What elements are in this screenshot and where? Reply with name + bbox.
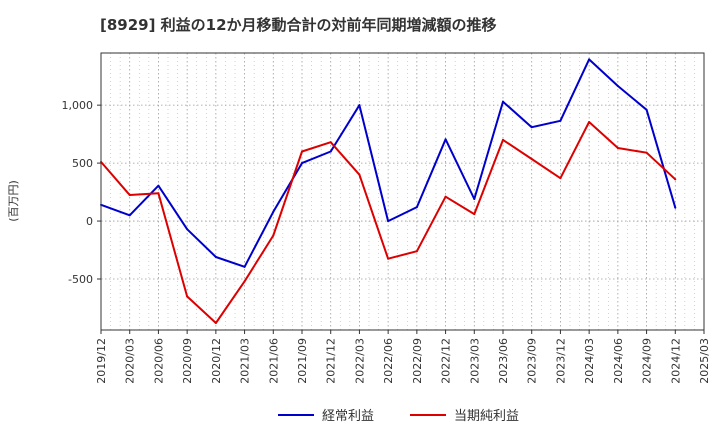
y-axis-label: (百万円) (7, 180, 20, 222)
x-tick-label: 2024/12 (669, 338, 682, 384)
data-point (301, 162, 303, 165)
x-tick-label: 2020/09 (181, 338, 194, 384)
data-point (645, 151, 648, 154)
x-tick-label: 2020/06 (152, 338, 165, 384)
data-point (243, 280, 246, 283)
y-tick-label: -500 (68, 273, 93, 286)
data-point (272, 234, 275, 237)
data-point (157, 192, 160, 195)
x-tick-label: 2023/12 (554, 338, 567, 384)
data-point (387, 257, 390, 260)
data-point (502, 100, 504, 103)
legend: 経常利益 当期純利益 (278, 409, 519, 424)
y-tick-label: 500 (72, 157, 93, 170)
data-point (272, 210, 275, 213)
y-tick-label: 0 (86, 215, 93, 228)
series-layer (100, 58, 677, 325)
data-point (358, 173, 361, 176)
data-point (559, 177, 562, 180)
data-point (616, 85, 619, 88)
x-tick-label: 2021/06 (267, 338, 280, 384)
x-tick-label: 2023/09 (526, 338, 539, 384)
legend-label: 経常利益 (322, 409, 374, 424)
data-point (502, 138, 504, 141)
legend-label: 当期純利益 (454, 409, 519, 424)
x-tick-label: 2021/09 (296, 338, 309, 384)
data-point (473, 213, 476, 216)
data-point (301, 150, 303, 153)
data-point (358, 104, 361, 107)
x-tick-label: 2024/06 (612, 338, 625, 384)
data-point (616, 147, 619, 150)
data-point (674, 206, 677, 209)
data-point (415, 250, 418, 253)
y-tick-labels: -500 0 500 1,000 (62, 99, 101, 286)
data-point (415, 206, 418, 209)
data-point (329, 150, 332, 153)
x-tick-label: 2020/03 (124, 338, 137, 384)
x-tick-label: 2025/03 (698, 338, 711, 384)
x-tick-labels: 2019/12 2020/03 2020/06 2020/09 2020/12 2021/… (95, 330, 711, 384)
data-point (444, 138, 447, 141)
data-point (645, 108, 648, 111)
data-point (243, 265, 246, 268)
data-point (444, 195, 447, 198)
x-tick-label: 2019/12 (95, 338, 108, 384)
data-point (214, 255, 217, 258)
data-point (530, 126, 533, 129)
data-point (674, 178, 677, 181)
x-tick-label: 2022/06 (382, 338, 395, 384)
grid-layer (100, 53, 705, 330)
data-point (559, 119, 562, 122)
data-point (128, 214, 131, 217)
x-tick-label: 2024/09 (641, 338, 654, 384)
plot-frame (100, 52, 705, 331)
data-point (473, 198, 476, 201)
x-tick-label: 2022/09 (411, 338, 424, 384)
chart-title: [8929] 利益の12か月移動合計の対前年同期増減額の推移 (100, 16, 497, 34)
data-point (186, 228, 189, 231)
data-point (530, 158, 533, 161)
data-point (214, 322, 217, 325)
x-tick-label: 2020/12 (210, 338, 223, 384)
data-point (186, 295, 189, 298)
x-tick-label: 2022/03 (353, 338, 366, 384)
data-point (128, 193, 131, 196)
data-point (157, 184, 160, 187)
data-point (387, 220, 390, 223)
x-tick-label: 2022/12 (440, 338, 453, 384)
y-tick-label: 1,000 (62, 99, 94, 112)
x-tick-label: 2023/03 (468, 338, 481, 384)
x-tick-label: 2021/12 (325, 338, 338, 384)
x-tick-label: 2023/06 (497, 338, 510, 384)
x-tick-label: 2021/03 (239, 338, 252, 384)
data-point (329, 141, 332, 144)
x-tick-label: 2024/03 (583, 338, 596, 384)
data-point (588, 58, 591, 61)
data-point (588, 120, 591, 123)
